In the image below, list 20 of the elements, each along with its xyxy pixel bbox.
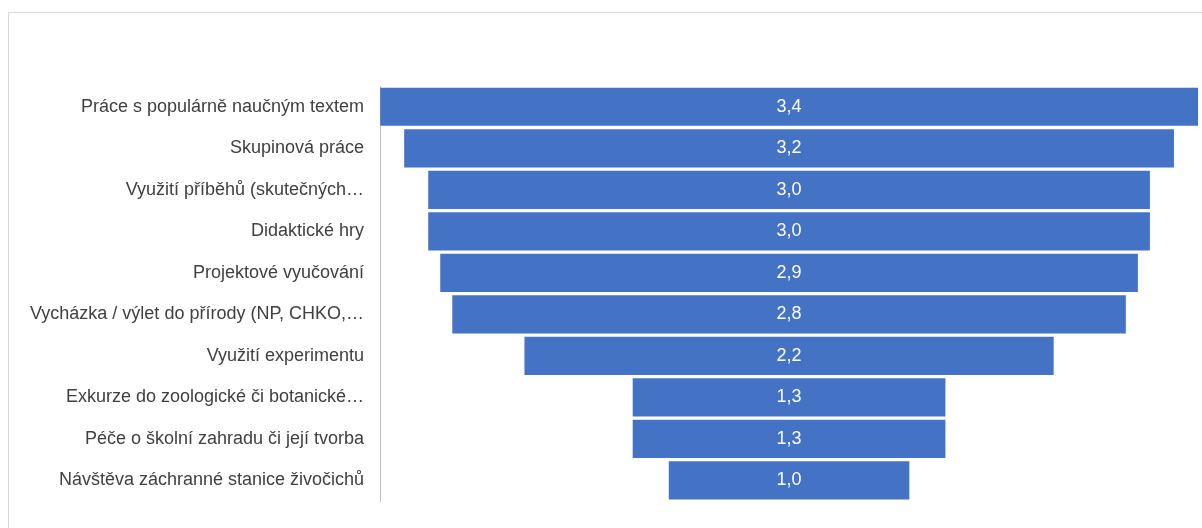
category-label: Péče o školní zahradu či její tvorba	[84, 427, 366, 448]
data-label: 1,3	[776, 427, 802, 448]
data-label: 1,0	[776, 469, 802, 490]
category-label: Využití příběhů (skutečných…	[125, 178, 365, 199]
category-label: Vycházka / výlet do přírody (NP, CHKO,…	[29, 303, 365, 324]
data-label: 2,8	[776, 303, 802, 324]
data-label: 1,3	[776, 386, 802, 407]
data-label: 2,2	[776, 344, 802, 365]
category-label: Práce s populárně naučným textem	[80, 95, 365, 116]
category-label: Návštěva záchranné stanice živočichů	[58, 469, 365, 490]
category-label: Skupinová práce	[230, 137, 365, 158]
data-label: 3,0	[776, 178, 802, 199]
category-label: Využití experimentu	[206, 344, 365, 365]
data-label: 3,4	[776, 95, 802, 116]
category-label: Didaktické hry	[251, 220, 365, 241]
data-label: 3,0	[776, 220, 802, 241]
category-label: Exkurze do zoologické či botanické…	[65, 386, 365, 407]
data-label: 2,9	[776, 261, 802, 282]
category-label: Projektové vyučování	[193, 261, 365, 282]
data-label: 3,2	[776, 137, 802, 158]
